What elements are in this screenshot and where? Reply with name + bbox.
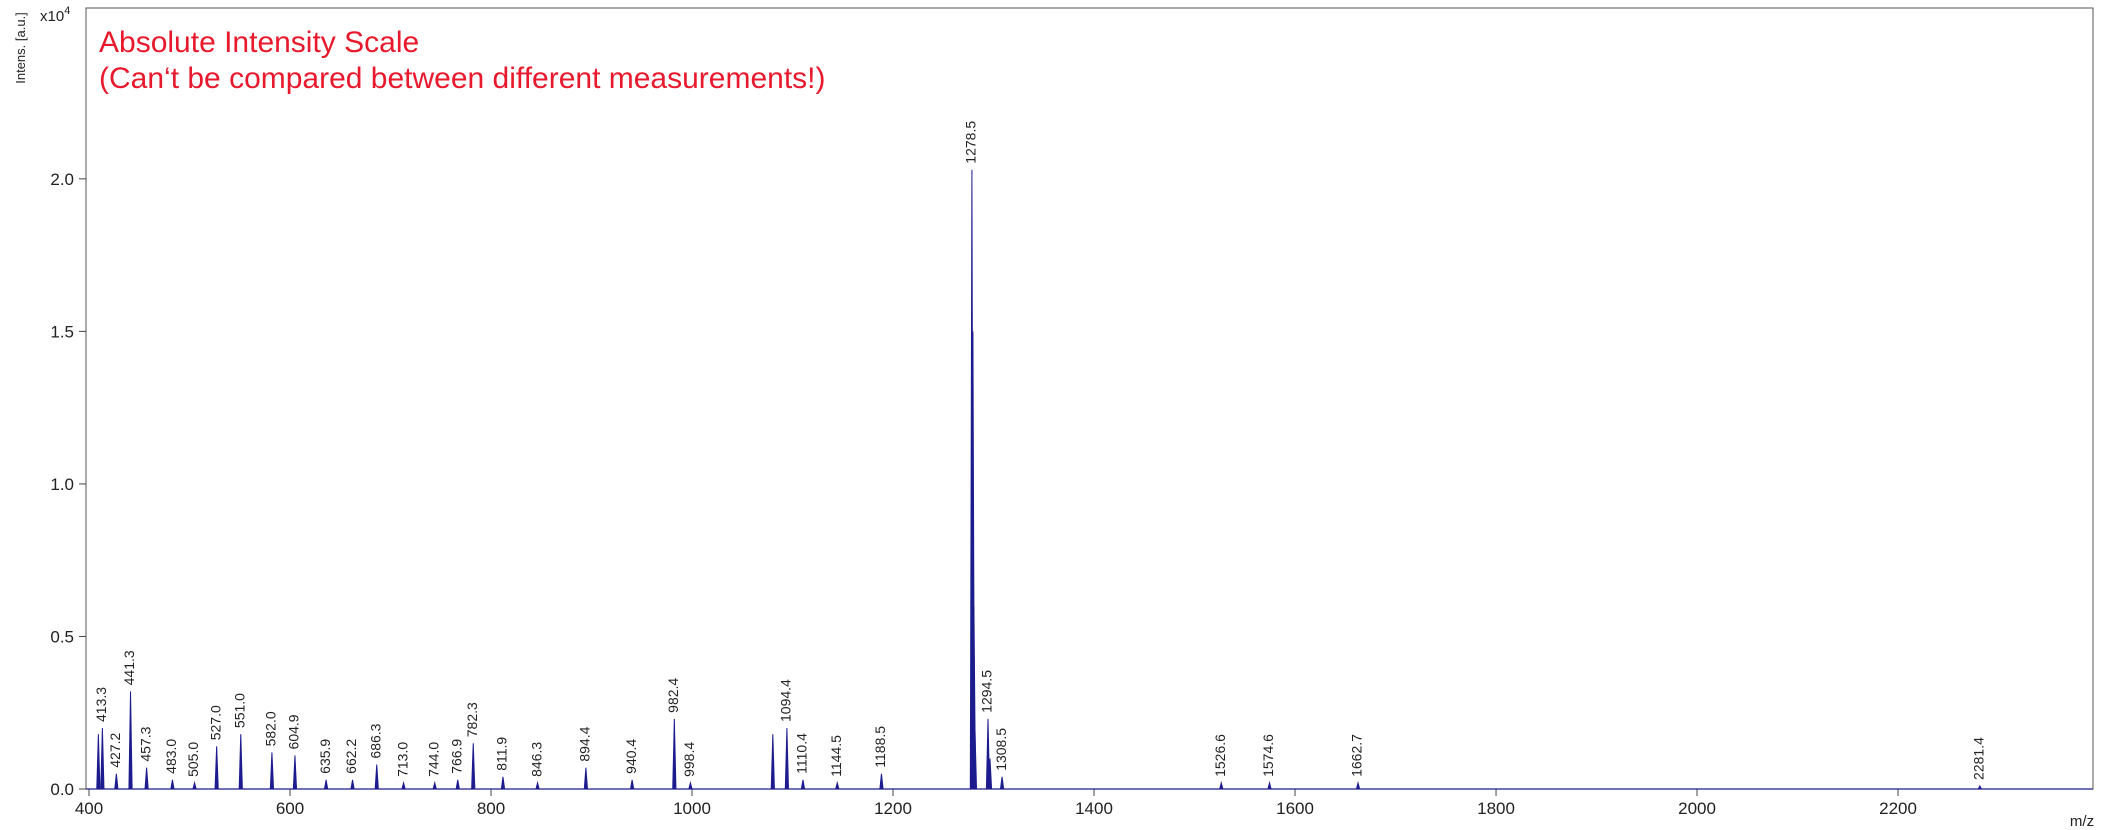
y-tick-label: 2.0 [50,170,74,189]
peak [292,755,298,790]
peak-label: 1662.7 [1349,734,1365,777]
peak [455,779,460,790]
peak [999,776,1005,790]
peak-label: 413.3 [93,687,109,722]
peak-label: 998.4 [681,742,697,777]
peak-label: 1278.5 [963,121,979,164]
peak-label: 811.9 [494,737,510,771]
y-multiplier-exponent: 4 [64,5,70,17]
peak-label: 1144.5 [828,735,844,777]
peak [1219,780,1224,790]
peak [535,780,540,790]
peak-label: 1526.6 [1212,734,1228,777]
peak [800,779,806,790]
peak-label: 782.3 [464,702,480,737]
peak-label: 1294.5 [979,670,995,713]
peak [1355,780,1361,790]
peak-label: 441.3 [121,650,137,685]
peak-label: 483.0 [163,739,179,774]
peak [350,779,355,790]
peak [192,780,197,790]
y-tick-label: 0.5 [50,627,74,646]
peak [214,746,219,790]
peak [879,773,884,790]
x-tick-label: 2000 [1678,799,1716,818]
peak [401,780,406,790]
peak-label: 551.0 [231,693,247,728]
peak [144,767,149,790]
peak-label: 1574.6 [1260,734,1276,777]
peak [96,734,101,790]
peak [972,727,978,790]
peak [269,752,275,790]
peak-label: 457.3 [137,726,153,761]
y-axis-label: Intens. [a.u.] [13,12,28,84]
x-tick-label: 1800 [1477,799,1515,818]
peak-label: 635.9 [317,739,333,774]
x-tick-label: 2200 [1879,799,1917,818]
peak-label: 505.0 [185,742,201,777]
peak-label: 713.0 [394,742,410,777]
peak-label: 582.0 [263,711,279,746]
x-tick-label: 400 [75,799,103,818]
x-tick-label: 1200 [874,799,912,818]
peak-label: 766.9 [448,739,464,774]
peak [471,743,476,790]
x-tick-label: 1600 [1276,799,1314,818]
peak-label: 1094.4 [778,679,794,722]
peak [688,780,693,790]
peak [323,779,329,790]
y-tick-label: 0.0 [50,780,74,799]
peak [784,727,790,790]
plot-frame [85,7,2094,790]
x-tick-label: 1000 [673,799,711,818]
peak [672,718,677,790]
y-multiplier-base: x10 [40,8,64,25]
peak [432,780,437,790]
peak-label: 686.3 [367,723,383,758]
peak-label: 662.2 [343,739,359,774]
peak-label: 1188.5 [872,726,888,768]
peak [834,780,840,790]
peak [128,691,133,790]
x-tick-label: 1400 [1075,799,1113,818]
peak [629,779,635,790]
y-tick-label: 1.0 [50,475,74,494]
peak-label: 427.2 [107,732,123,767]
peak-label: 744.0 [425,742,441,777]
peak [374,764,379,790]
peak [770,734,775,790]
peak [1977,784,1983,790]
y-tick-label: 1.5 [50,322,74,341]
peak [583,767,589,790]
x-tick-label: 800 [477,799,505,818]
annotation: (Can‘t be compared between different mea… [99,62,826,95]
peak [1267,780,1272,790]
peak-label: 527.0 [207,705,223,740]
peak [170,779,175,790]
peak-label: 982.4 [665,678,681,713]
peak-label: 1308.5 [993,728,1009,771]
peak [114,773,119,790]
peak [987,758,993,790]
peak-label: 894.4 [577,726,593,761]
peak-label: 1110.4 [794,733,810,774]
peak-label: 940.4 [623,739,639,774]
peak [100,727,105,790]
peak-label: 604.9 [286,714,302,749]
x-axis-label: m/z [2070,813,2094,830]
peak [500,776,506,790]
peak [238,734,243,790]
x-tick-label: 600 [276,799,304,818]
y-multiplier: x104 [40,5,70,25]
peak-label: 846.3 [528,742,544,777]
peak-label: 2281.4 [1971,737,1987,780]
annotation: Absolute Intensity Scale [99,26,419,59]
